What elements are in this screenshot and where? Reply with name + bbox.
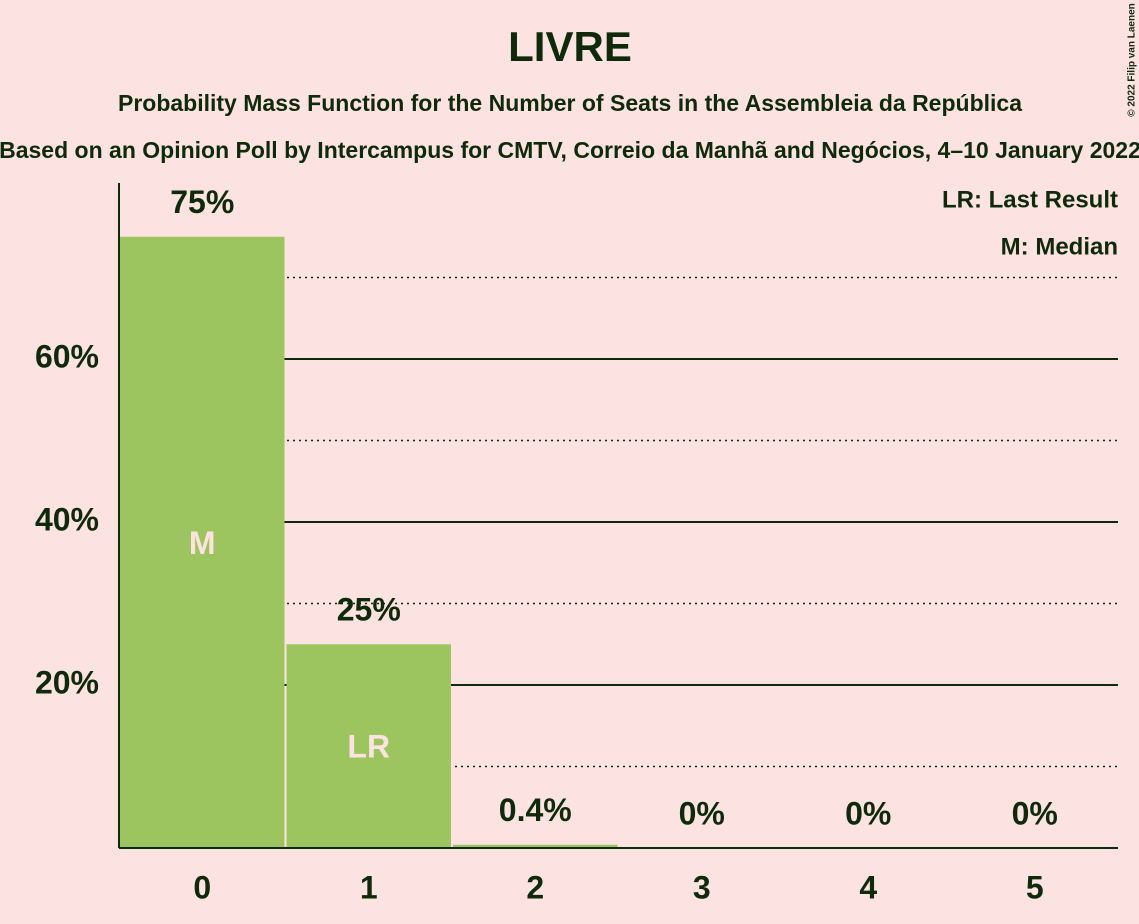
x-tick-label: 5 bbox=[1026, 869, 1044, 905]
value-label: 0% bbox=[1012, 795, 1058, 831]
value-label: 0.4% bbox=[499, 792, 572, 828]
legend-entry: M: Median bbox=[1001, 233, 1118, 260]
x-tick-label: 0 bbox=[193, 869, 211, 905]
chart-subtitle: Based on an Opinion Poll by Intercampus … bbox=[0, 137, 1139, 163]
bar-annotation: M bbox=[189, 525, 216, 561]
value-label: 25% bbox=[337, 592, 401, 628]
y-tick-label: 40% bbox=[35, 501, 99, 537]
bar bbox=[453, 844, 618, 848]
chart-title: LIVRE bbox=[508, 23, 632, 70]
y-tick-label: 60% bbox=[35, 338, 99, 374]
value-label: 0% bbox=[845, 795, 891, 831]
x-tick-label: 3 bbox=[693, 869, 711, 905]
copyright: © 2022 Filip van Laenen bbox=[1127, 3, 1138, 117]
value-label: 75% bbox=[170, 184, 234, 220]
bar bbox=[286, 644, 451, 848]
chart-subtitle: Probability Mass Function for the Number… bbox=[118, 90, 1022, 116]
legend-entry: LR: Last Result bbox=[942, 186, 1118, 213]
x-tick-label: 1 bbox=[360, 869, 378, 905]
bar-annotation: LR bbox=[347, 729, 390, 765]
bar bbox=[120, 236, 285, 849]
x-tick-label: 2 bbox=[526, 869, 544, 905]
x-tick-label: 4 bbox=[859, 869, 877, 905]
y-tick-label: 20% bbox=[35, 664, 99, 700]
value-label: 0% bbox=[679, 795, 725, 831]
